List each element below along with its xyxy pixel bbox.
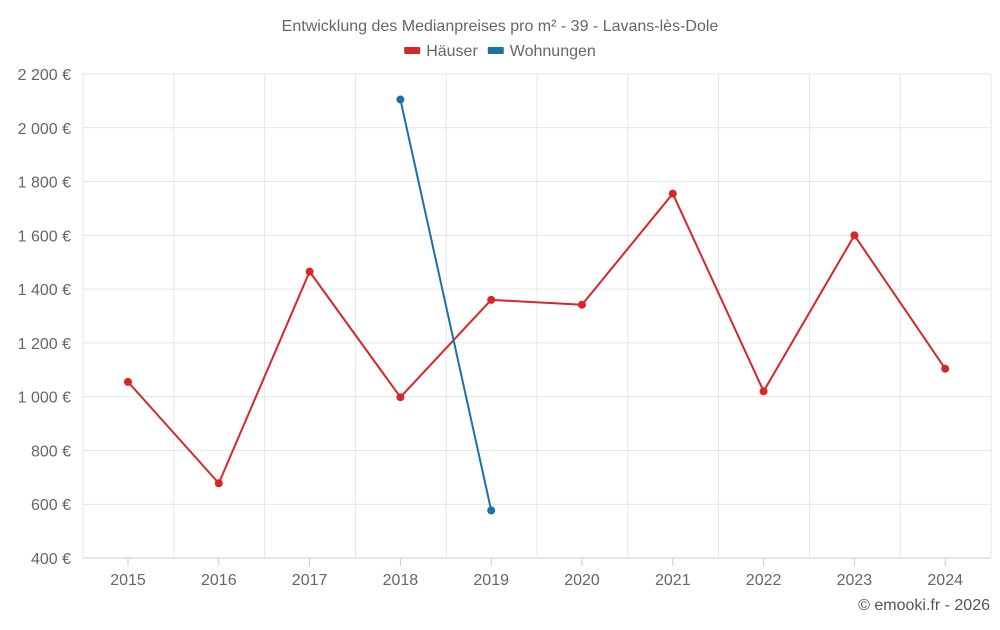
chart-title: Entwicklung des Medianpreises pro m² - 3… xyxy=(282,18,719,35)
grid-lines xyxy=(82,73,992,559)
x-tick-label: 2019 xyxy=(473,572,509,589)
data-point[interactable] xyxy=(396,393,405,402)
data-point[interactable] xyxy=(941,364,950,373)
y-axis: 400 € 600 € 800 € 1 000 € 1 200 € 1 400 € 1 60… xyxy=(18,67,71,568)
y-tick-label: 1 600 € xyxy=(18,228,71,245)
x-tick-label: 2020 xyxy=(564,572,600,589)
x-tick-label: 2017 xyxy=(292,572,328,589)
legend-swatch xyxy=(487,47,504,54)
data-point[interactable] xyxy=(578,300,586,309)
data-point[interactable] xyxy=(487,295,496,304)
data-point[interactable] xyxy=(759,387,768,396)
data-point[interactable] xyxy=(396,95,405,104)
y-tick-label: 2 000 € xyxy=(18,121,71,138)
y-tick-label: 2 200 € xyxy=(18,67,71,84)
y-tick-label: 1 000 € xyxy=(18,390,71,407)
x-tick-label: 2015 xyxy=(110,572,146,589)
data-point[interactable] xyxy=(124,377,132,386)
legend-item[interactable]: Wohnungen xyxy=(487,43,596,60)
series-wohnungen xyxy=(396,95,496,515)
x-tick-label: 2024 xyxy=(927,572,963,589)
x-tick-label: 2022 xyxy=(746,572,782,589)
y-tick-label: 1 200 € xyxy=(18,336,71,353)
x-axis: 2015 2016 2017 2018 2019 2020 2021 2022 2023 2024 xyxy=(110,558,963,589)
x-tick-label: 2016 xyxy=(201,572,237,589)
data-point[interactable] xyxy=(668,189,677,198)
legend-item[interactable]: Häuser xyxy=(404,43,478,60)
x-tick-label: 2023 xyxy=(837,572,873,589)
data-point[interactable] xyxy=(487,506,496,515)
data-point[interactable] xyxy=(850,231,859,240)
y-tick-label: 600 € xyxy=(31,497,71,514)
data-point[interactable] xyxy=(214,479,223,488)
legend-label: Häuser xyxy=(426,43,478,60)
y-tick-label: 1 800 € xyxy=(18,175,71,192)
credit-text: © emooki.fr - 2026 xyxy=(858,597,990,614)
legend-label: Wohnungen xyxy=(510,43,596,60)
y-tick-label: 800 € xyxy=(31,443,71,460)
series-häuser xyxy=(124,189,950,488)
series-layer xyxy=(124,95,950,515)
series-line xyxy=(399,99,493,511)
x-tick-label: 2018 xyxy=(383,572,419,589)
y-tick-label: 1 400 € xyxy=(18,282,71,299)
x-tick-label: 2021 xyxy=(655,572,691,589)
series-line xyxy=(127,192,947,485)
legend: Häuser Wohnungen xyxy=(404,43,596,60)
y-tick-label: 400 € xyxy=(31,551,71,568)
data-point[interactable] xyxy=(305,267,314,276)
legend-swatch xyxy=(404,47,421,54)
